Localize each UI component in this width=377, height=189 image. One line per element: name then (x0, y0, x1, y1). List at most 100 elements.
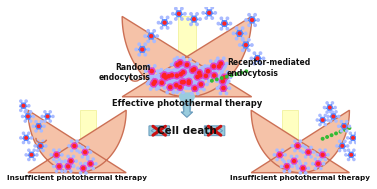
Circle shape (296, 165, 298, 167)
Circle shape (327, 119, 329, 121)
Circle shape (193, 70, 196, 73)
Circle shape (37, 140, 39, 142)
Circle shape (225, 82, 228, 84)
Circle shape (156, 75, 159, 77)
Circle shape (217, 22, 219, 25)
Bar (178, 16, 196, 88)
Circle shape (176, 81, 179, 83)
Circle shape (219, 92, 222, 94)
Circle shape (210, 70, 212, 73)
Circle shape (185, 86, 187, 88)
Circle shape (312, 163, 314, 165)
Circle shape (222, 87, 225, 90)
Circle shape (70, 149, 73, 152)
Circle shape (87, 146, 89, 149)
Circle shape (190, 76, 193, 78)
Circle shape (245, 70, 248, 73)
Circle shape (160, 79, 162, 81)
Circle shape (192, 64, 194, 66)
Circle shape (189, 58, 191, 61)
Circle shape (227, 80, 230, 82)
Circle shape (37, 125, 40, 128)
Circle shape (24, 135, 29, 140)
Circle shape (157, 22, 160, 24)
Circle shape (196, 13, 198, 15)
Circle shape (178, 86, 182, 89)
Circle shape (345, 154, 347, 156)
Circle shape (214, 62, 216, 65)
Circle shape (204, 74, 207, 77)
Circle shape (235, 37, 238, 40)
Circle shape (153, 80, 156, 83)
FancyBboxPatch shape (204, 126, 225, 136)
Circle shape (291, 145, 293, 147)
Circle shape (324, 114, 326, 116)
Circle shape (177, 74, 179, 77)
Circle shape (25, 154, 27, 156)
Circle shape (202, 12, 204, 14)
Circle shape (356, 154, 358, 156)
Circle shape (29, 111, 32, 113)
Circle shape (225, 75, 228, 78)
Circle shape (253, 52, 256, 54)
Circle shape (182, 80, 184, 83)
Polygon shape (28, 110, 126, 173)
Circle shape (324, 124, 326, 126)
Circle shape (291, 158, 297, 164)
Circle shape (187, 18, 189, 20)
Circle shape (75, 160, 77, 162)
Circle shape (222, 57, 225, 60)
Circle shape (153, 40, 155, 43)
Circle shape (87, 158, 89, 160)
Circle shape (172, 81, 175, 83)
Circle shape (139, 46, 145, 52)
Circle shape (147, 40, 149, 43)
Circle shape (68, 158, 74, 164)
Circle shape (176, 71, 178, 74)
Circle shape (39, 145, 42, 147)
Circle shape (344, 129, 346, 131)
Circle shape (201, 66, 204, 69)
Circle shape (182, 78, 185, 81)
Circle shape (184, 62, 190, 68)
Circle shape (22, 105, 25, 107)
Circle shape (353, 149, 355, 151)
Circle shape (348, 125, 351, 127)
Circle shape (87, 156, 89, 158)
Circle shape (38, 143, 43, 149)
Text: Cell death: Cell death (157, 126, 217, 136)
Circle shape (192, 85, 198, 91)
Circle shape (218, 60, 224, 67)
Circle shape (239, 44, 241, 46)
Circle shape (45, 145, 47, 147)
Circle shape (338, 115, 340, 118)
Circle shape (49, 120, 51, 122)
Circle shape (174, 61, 181, 68)
Circle shape (179, 73, 182, 76)
Circle shape (314, 167, 317, 170)
Circle shape (340, 143, 345, 149)
Circle shape (235, 27, 238, 29)
Circle shape (225, 62, 228, 65)
Circle shape (20, 100, 22, 102)
Circle shape (223, 22, 226, 25)
Circle shape (310, 156, 312, 158)
Circle shape (58, 149, 60, 151)
Circle shape (294, 149, 296, 152)
Circle shape (216, 80, 218, 82)
Circle shape (182, 81, 185, 84)
Circle shape (319, 124, 321, 126)
Circle shape (178, 89, 181, 92)
Circle shape (70, 161, 72, 163)
Circle shape (79, 145, 81, 147)
Circle shape (288, 160, 290, 162)
Circle shape (283, 161, 285, 163)
Circle shape (198, 81, 204, 88)
Circle shape (230, 74, 233, 77)
Circle shape (187, 68, 189, 70)
Circle shape (169, 22, 172, 24)
Circle shape (185, 66, 187, 68)
Circle shape (299, 160, 300, 162)
Circle shape (160, 81, 163, 84)
Circle shape (319, 114, 321, 116)
